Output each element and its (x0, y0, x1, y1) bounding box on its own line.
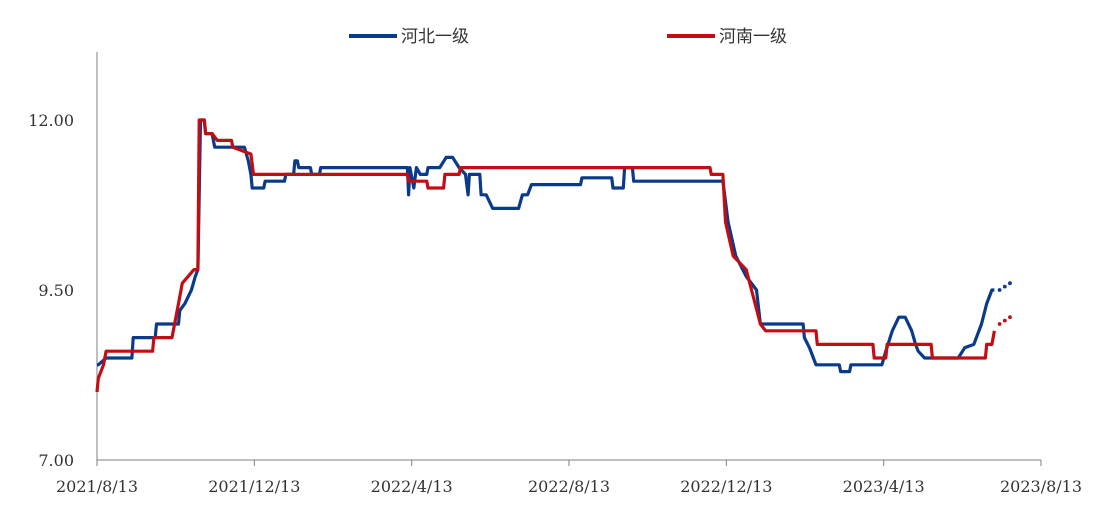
x-tick-label: 2023/4/13 (843, 477, 925, 496)
series-line-2 (95, 118, 996, 393)
forecast-point-2 (1008, 315, 1012, 320)
legend: 河北一级 河南一级 (349, 27, 787, 47)
forecast-point-1 (1002, 284, 1007, 289)
x-tick-label: 2021/8/13 (56, 477, 138, 496)
forecast-point-2 (1002, 318, 1007, 323)
x-tick-label: 2022/12/13 (680, 477, 772, 496)
legend-label-1: 河北一级 (401, 27, 469, 47)
y-tick-label: 12.00 (28, 111, 74, 130)
series-line-1 (96, 118, 995, 374)
y-tick-label: 7.00 (38, 451, 74, 470)
forecast-point-1 (1008, 281, 1012, 286)
x-tick-label: 2023/8/13 (1000, 477, 1082, 496)
x-tick-label: 2021/12/13 (208, 477, 300, 496)
axes: 7.00 9.50 12.00 2021/8/13 2021/12/13 2022/4/1… (28, 52, 1082, 496)
y-tick-label: 9.50 (38, 281, 74, 300)
x-tick-label: 2022/8/13 (528, 477, 610, 496)
series-layer (95, 118, 1012, 393)
forecast-point-1 (997, 288, 1002, 292)
forecast-point-2 (997, 322, 1002, 326)
legend-label-2: 河南一级 (719, 27, 787, 47)
x-tick-label: 2022/4/13 (371, 477, 453, 496)
